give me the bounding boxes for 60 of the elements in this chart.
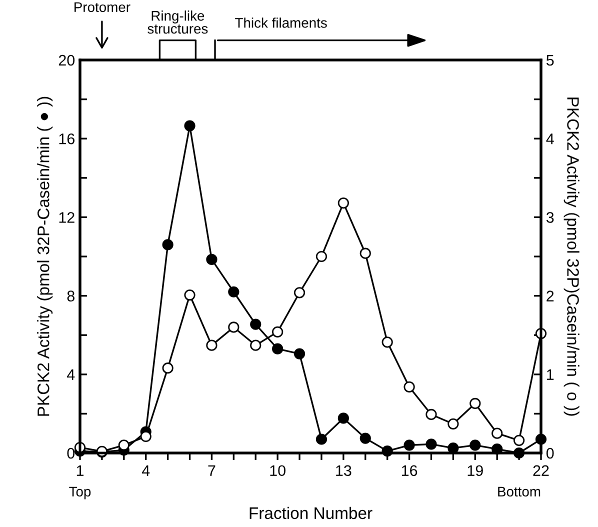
y-tick-label: 8 [67, 290, 74, 302]
x-tick-label: 16 [402, 465, 418, 476]
point [382, 336, 393, 348]
point [162, 362, 174, 374]
point [118, 440, 130, 451]
point [470, 440, 481, 451]
y-axis-title: PKCK2 Activity (pmol 32P-Casein/min ( ● )) [37, 96, 53, 416]
point [272, 343, 284, 354]
y2-tick-label: 2 [546, 290, 554, 302]
text: Thick filaments [235, 18, 327, 28]
x-tick-label: 19 [468, 465, 483, 476]
point [272, 326, 284, 338]
y2-tick-label: 3 [546, 212, 554, 223]
point [250, 318, 262, 330]
y2-tick-label: 1 [547, 369, 554, 380]
point [184, 289, 196, 301]
point [316, 250, 328, 262]
text: Top [69, 486, 91, 500]
point [513, 434, 525, 446]
y2-axis-title: PKCK2 Activity (pmol 32P)Casein/min ( o )) [564, 98, 580, 416]
x-tick-label: 10 [270, 465, 286, 476]
x-tick-label: 22 [533, 465, 549, 476]
point [360, 432, 371, 444]
y-tick-label: 16 [59, 133, 74, 144]
point [294, 287, 306, 298]
x-tick-label: 13 [336, 465, 352, 476]
point [162, 239, 174, 250]
point [426, 438, 437, 450]
x-tick-label: 1 [76, 465, 84, 476]
point [448, 418, 459, 430]
y-tick-label: 20 [58, 54, 75, 66]
x-tick-label: 4 [142, 465, 150, 476]
point [404, 381, 415, 393]
point [492, 428, 503, 439]
point [228, 322, 240, 333]
point [140, 430, 152, 442]
text: Ring-like structures [148, 10, 208, 34]
point [338, 412, 349, 424]
text: Bottom [498, 486, 540, 497]
y-tick-label: 12 [59, 212, 74, 223]
point [206, 254, 218, 266]
point [316, 434, 328, 445]
x-axis-title: Fraction Number [250, 506, 372, 520]
point [360, 248, 371, 259]
point [228, 286, 240, 298]
text: Protomer [74, 2, 130, 12]
y-tick-label: 4 [66, 369, 75, 380]
point [294, 348, 306, 360]
point [338, 197, 349, 209]
point [470, 398, 481, 410]
x-tick-label: 7 [208, 465, 216, 476]
point [184, 120, 196, 132]
y2-tick-label: 4 [546, 134, 554, 144]
y2-tick-label: 5 [546, 55, 554, 66]
point [404, 440, 415, 451]
point [426, 408, 437, 420]
point [250, 340, 262, 351]
y-tick-label: 0 [67, 448, 75, 459]
point [206, 340, 218, 351]
y2-tick-label: 0 [546, 448, 554, 459]
